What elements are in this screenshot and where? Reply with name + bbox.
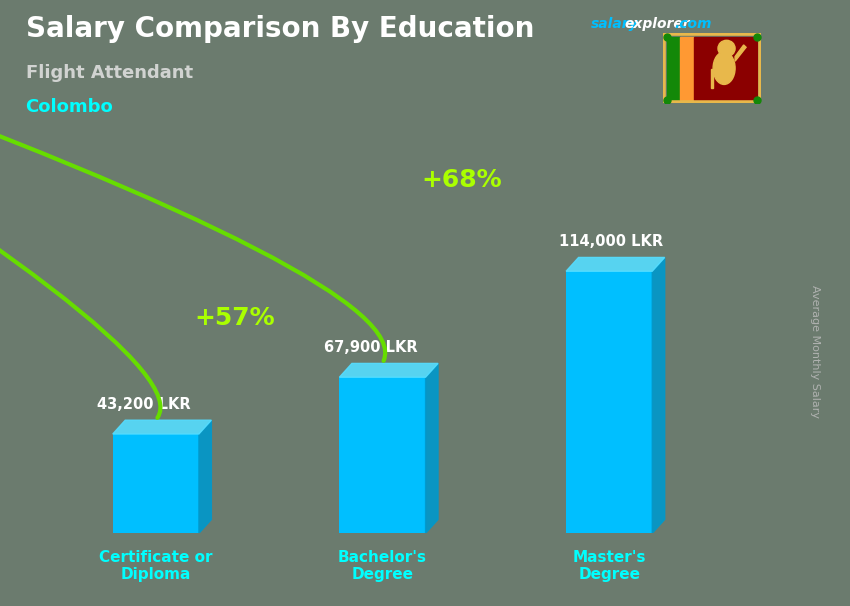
- Text: Colombo: Colombo: [26, 98, 113, 116]
- Polygon shape: [339, 364, 438, 377]
- Polygon shape: [566, 258, 665, 271]
- Text: salary: salary: [591, 17, 638, 31]
- Text: 43,200 LKR: 43,200 LKR: [97, 397, 190, 412]
- Polygon shape: [652, 258, 665, 533]
- Bar: [566, 271, 652, 533]
- Text: 114,000 LKR: 114,000 LKR: [559, 235, 663, 250]
- Text: .com: .com: [674, 17, 711, 31]
- Polygon shape: [113, 420, 212, 434]
- Bar: [113, 434, 199, 533]
- Bar: [711, 69, 712, 88]
- Text: +57%: +57%: [195, 306, 275, 330]
- Polygon shape: [199, 420, 212, 533]
- Bar: [680, 37, 694, 99]
- Circle shape: [718, 41, 735, 56]
- Text: +68%: +68%: [422, 167, 502, 191]
- Text: explorer: explorer: [625, 17, 690, 31]
- Polygon shape: [426, 364, 438, 533]
- Bar: [666, 37, 680, 99]
- Bar: [339, 377, 426, 533]
- Text: Average Monthly Salary: Average Monthly Salary: [810, 285, 820, 418]
- Text: Flight Attendant: Flight Attendant: [26, 64, 193, 82]
- Text: Salary Comparison By Education: Salary Comparison By Education: [26, 15, 534, 43]
- Text: 67,900 LKR: 67,900 LKR: [324, 341, 417, 355]
- Polygon shape: [735, 45, 746, 61]
- Bar: [694, 37, 757, 99]
- Ellipse shape: [713, 52, 735, 84]
